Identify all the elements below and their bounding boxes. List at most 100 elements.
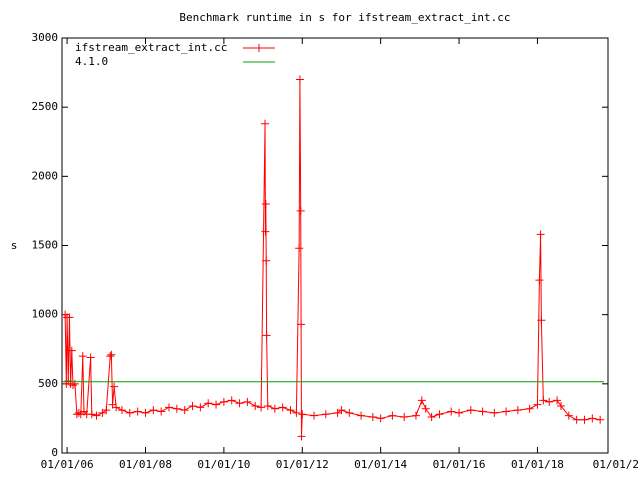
point-marker (227, 396, 236, 405)
point-marker (204, 399, 213, 408)
x-tick-label: 01/01/12 (276, 458, 329, 471)
x-tick-label: 01/01/06 (41, 458, 94, 471)
x-tick-label: 01/01/10 (197, 458, 250, 471)
point-marker (235, 399, 244, 408)
point-marker (141, 408, 150, 417)
point-marker (125, 408, 134, 417)
point-marker (106, 352, 115, 361)
point-marker (87, 410, 96, 419)
point-marker (243, 397, 252, 406)
point-marker (278, 403, 287, 412)
x-tick-label: 01/01/14 (354, 458, 407, 471)
point-marker (67, 346, 76, 355)
x-tick-label: 01/01/2 (593, 458, 639, 471)
point-marker (149, 406, 158, 415)
point-marker (345, 408, 354, 417)
point-marker (545, 397, 554, 406)
legend-label: 4.1.0 (75, 55, 108, 68)
point-marker (297, 320, 306, 329)
y-tick-label: 0 (51, 446, 58, 459)
y-tick-label: 2500 (32, 100, 59, 113)
point-marker (427, 413, 436, 422)
x-tick-label: 01/01/08 (119, 458, 172, 471)
point-marker (86, 353, 95, 362)
legend-label: ifstream_extract_int.cc (75, 41, 227, 54)
point-marker (533, 400, 542, 409)
point-marker (117, 406, 126, 415)
point-marker (188, 401, 197, 410)
y-tick-label: 1000 (32, 308, 59, 321)
y-tick-label: 2000 (32, 169, 59, 182)
point-marker (251, 401, 260, 410)
y-tick-label: 500 (38, 377, 58, 390)
point-marker (537, 316, 546, 325)
point-marker (564, 411, 573, 420)
point-marker (262, 331, 271, 340)
point-marker (376, 414, 385, 423)
point-marker (261, 227, 270, 236)
point-marker (478, 407, 487, 416)
point-marker (466, 406, 475, 415)
point-marker (172, 404, 181, 413)
point-marker (263, 401, 272, 410)
legend-marker (255, 44, 263, 52)
point-marker (553, 396, 562, 405)
point-marker (270, 404, 279, 413)
point-marker (572, 415, 581, 424)
point-marker (65, 313, 74, 322)
point-marker (180, 406, 189, 415)
point-marker (107, 350, 116, 359)
point-marker (78, 352, 87, 361)
point-marker (556, 401, 565, 410)
point-marker (112, 403, 121, 412)
point-marker (388, 411, 397, 420)
point-marker (400, 413, 409, 422)
point-marker (292, 408, 301, 417)
point-marker (74, 408, 83, 417)
point-marker (102, 406, 111, 415)
point-marker (337, 406, 346, 415)
point-marker (286, 406, 295, 415)
point-marker (110, 382, 119, 391)
x-tick-label: 01/01/18 (511, 458, 564, 471)
point-marker (70, 379, 79, 388)
x-tick-label: 01/01/16 (433, 458, 486, 471)
y-tick-label: 1500 (32, 239, 59, 252)
point-marker (321, 410, 330, 419)
point-marker (447, 407, 456, 416)
point-marker (421, 404, 430, 413)
point-marker (295, 75, 304, 84)
series-line (64, 79, 601, 437)
point-marker (261, 119, 270, 128)
plot-frame (61, 37, 609, 454)
point-marker (68, 381, 77, 390)
point-marker (525, 404, 534, 413)
point-marker (368, 413, 377, 422)
point-marker (357, 411, 366, 420)
y-axis-label: s (11, 239, 18, 252)
point-marker (219, 397, 228, 406)
point-marker (297, 432, 306, 441)
point-marker (411, 411, 420, 420)
point-marker (502, 407, 511, 416)
point-marker (596, 415, 605, 424)
point-marker (157, 407, 166, 416)
point-marker (257, 403, 266, 412)
point-marker (92, 411, 101, 420)
point-marker (262, 256, 271, 265)
y-tick-label: 3000 (32, 31, 59, 44)
chart-title: Benchmark runtime in s for ifstream_extr… (179, 11, 510, 24)
point-marker (165, 403, 174, 412)
point-marker (261, 200, 270, 208)
point-marker (490, 408, 499, 417)
point-marker (196, 403, 205, 412)
point-marker (539, 396, 548, 405)
point-marker (513, 406, 522, 415)
point-marker (588, 414, 597, 423)
point-marker (310, 411, 319, 420)
point-marker (417, 396, 426, 405)
point-marker (298, 410, 307, 419)
point-marker (435, 410, 444, 419)
point-marker (455, 408, 464, 417)
